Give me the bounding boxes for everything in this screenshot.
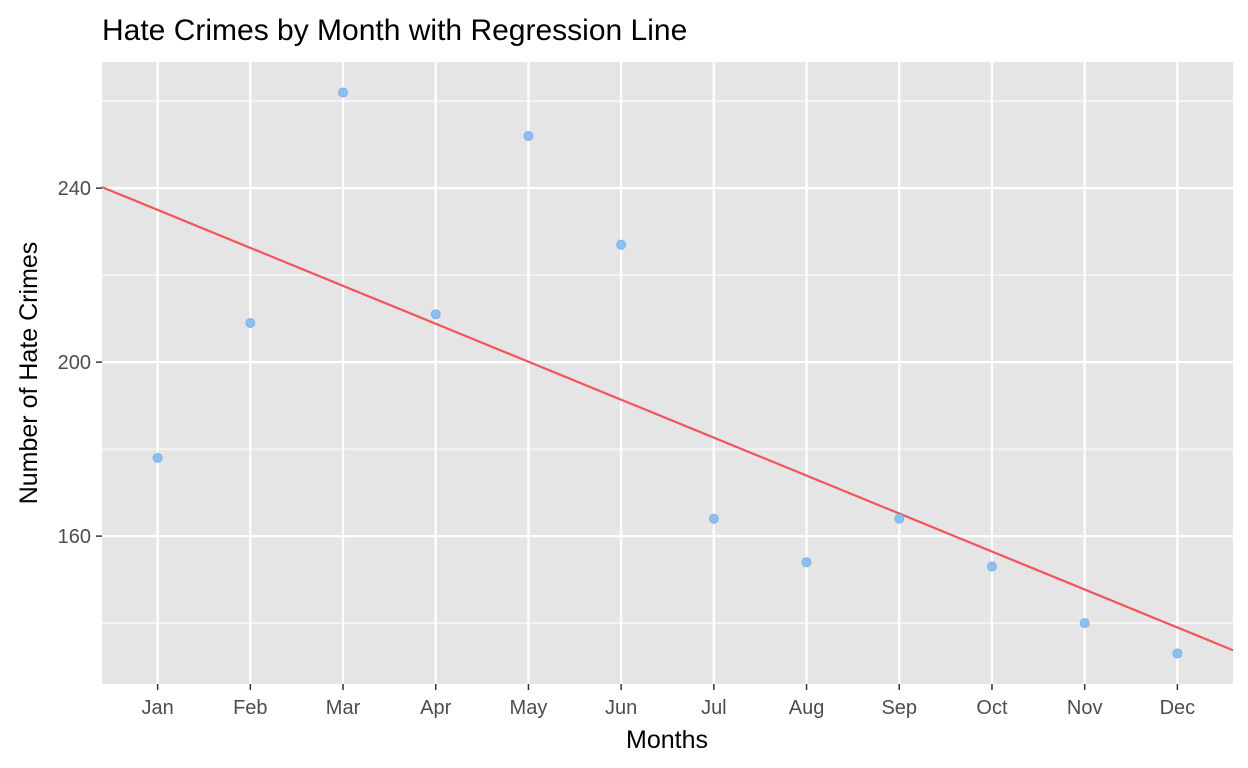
chart-title: Hate Crimes by Month with Regression Lin… (102, 14, 687, 47)
x-tick-label-jan: Jan (141, 697, 173, 719)
data-point-dec (1172, 648, 1183, 659)
x-axis-title: Months (626, 726, 708, 754)
x-tick-label-sep: Sep (881, 697, 917, 719)
data-point-may (523, 130, 534, 141)
data-point-jun (616, 239, 627, 250)
data-point-nov (1079, 618, 1090, 629)
x-tick-label-may: May (510, 697, 548, 719)
data-point-jul (708, 513, 719, 524)
x-tick-label-dec: Dec (1160, 697, 1196, 719)
x-tick-label-oct: Oct (976, 697, 1008, 719)
regression-line (101, 186, 1234, 652)
grid-major (102, 62, 1233, 684)
data-point-mar (338, 87, 349, 98)
y-tick-label: 240 (58, 178, 91, 200)
y-axis-title: Number of Hate Crimes (15, 242, 43, 505)
x-tick-label-nov: Nov (1067, 697, 1103, 719)
x-axis: Jan Feb Mar Apr May Jun Jul Aug Sep Oct Nov Dec (141, 684, 1195, 719)
data-point-oct (986, 561, 997, 572)
data-point-feb (245, 317, 256, 328)
x-tick-label-apr: Apr (420, 697, 451, 719)
regression-layer (101, 186, 1234, 652)
data-point-sep (894, 513, 905, 524)
points-layer (152, 87, 1183, 659)
data-point-jan (152, 452, 163, 463)
data-point-aug (801, 557, 812, 568)
y-tick-label: 200 (58, 352, 91, 374)
grid-minor (102, 100, 1233, 624)
x-tick-label-feb: Feb (233, 697, 267, 719)
plot-panel (102, 62, 1233, 684)
y-tick-label: 160 (58, 526, 91, 548)
x-tick-label-mar: Mar (326, 697, 361, 719)
y-axis: 160 200 240 (58, 178, 102, 548)
x-tick-label-aug: Aug (789, 697, 825, 719)
x-tick-label-jun: Jun (605, 697, 637, 719)
data-point-apr (430, 309, 441, 320)
x-tick-label-jul: Jul (701, 697, 727, 719)
